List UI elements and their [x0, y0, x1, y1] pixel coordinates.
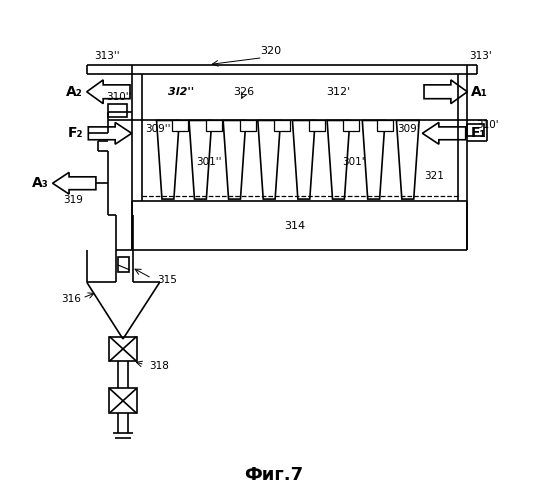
- Polygon shape: [258, 120, 281, 199]
- Text: Фиг.7: Фиг.7: [244, 466, 303, 484]
- Polygon shape: [53, 172, 96, 194]
- Bar: [108, 104, 127, 117]
- Text: 314: 314: [284, 222, 306, 232]
- Text: 310': 310': [476, 120, 499, 130]
- Text: 315: 315: [157, 274, 177, 284]
- Bar: [240, 120, 256, 132]
- Bar: [467, 124, 484, 136]
- Text: 316: 316: [61, 294, 82, 304]
- Text: 321: 321: [424, 171, 444, 181]
- Text: 319: 319: [63, 194, 83, 204]
- Polygon shape: [293, 120, 315, 199]
- Bar: [343, 120, 359, 132]
- Text: 301': 301': [342, 157, 365, 167]
- Bar: [309, 120, 325, 132]
- Text: 301'': 301'': [196, 157, 222, 167]
- Bar: [172, 120, 189, 132]
- Text: F₂: F₂: [67, 126, 83, 140]
- Bar: [109, 388, 137, 413]
- Text: 312': 312': [327, 87, 351, 97]
- Text: 318: 318: [149, 361, 169, 371]
- Text: 313': 313': [469, 51, 492, 61]
- Text: A₁: A₁: [471, 85, 488, 99]
- Text: 3l2'': 3l2'': [168, 87, 195, 97]
- Polygon shape: [397, 120, 419, 199]
- Polygon shape: [156, 120, 179, 199]
- Text: 309'': 309'': [145, 124, 171, 134]
- Polygon shape: [362, 120, 385, 199]
- Polygon shape: [88, 122, 132, 144]
- Bar: [118, 258, 130, 272]
- Text: F₁: F₁: [471, 126, 487, 140]
- Polygon shape: [327, 120, 350, 199]
- Polygon shape: [422, 122, 465, 144]
- Polygon shape: [189, 120, 212, 199]
- Text: 320: 320: [260, 46, 281, 56]
- Bar: [274, 120, 290, 132]
- Text: 310'': 310'': [107, 92, 132, 102]
- Bar: [377, 120, 393, 132]
- Text: A₂: A₂: [66, 85, 83, 99]
- Polygon shape: [223, 120, 246, 199]
- Polygon shape: [87, 80, 130, 104]
- Polygon shape: [424, 80, 467, 104]
- Bar: [109, 336, 137, 361]
- Text: 309': 309': [397, 124, 420, 134]
- Bar: [206, 120, 222, 132]
- Text: 313'': 313'': [94, 51, 120, 61]
- Text: 326: 326: [233, 87, 254, 97]
- Text: A₃: A₃: [32, 176, 49, 190]
